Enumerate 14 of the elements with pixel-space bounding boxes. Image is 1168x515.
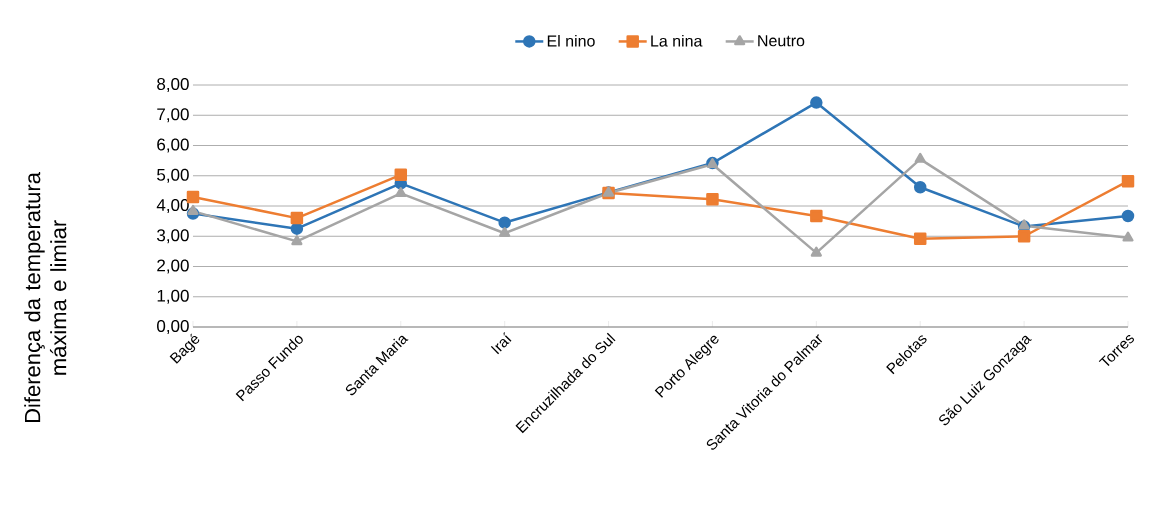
y-tick-label: 7,00 xyxy=(157,108,189,123)
y-tick-label: 2,00 xyxy=(157,259,189,274)
y-tick-label: 8,00 xyxy=(157,77,189,93)
y-tick-label: 3,00 xyxy=(157,229,189,244)
y-tick-label: 1,00 xyxy=(157,289,189,304)
y-tick-label: 6,00 xyxy=(157,138,189,153)
y-tick-label: 0,00 xyxy=(157,319,189,335)
legend-label: Neutro xyxy=(758,35,805,47)
y-tick-label: 5,00 xyxy=(157,168,189,183)
x-tick-label: Iraí xyxy=(490,332,512,355)
y-axis-title: Diferença da temperatura máxima e limiar xyxy=(24,172,67,423)
legend-label: El nino xyxy=(547,34,595,47)
legend-label: La nina xyxy=(651,34,703,47)
y-tick-label: 4,00 xyxy=(156,198,189,214)
